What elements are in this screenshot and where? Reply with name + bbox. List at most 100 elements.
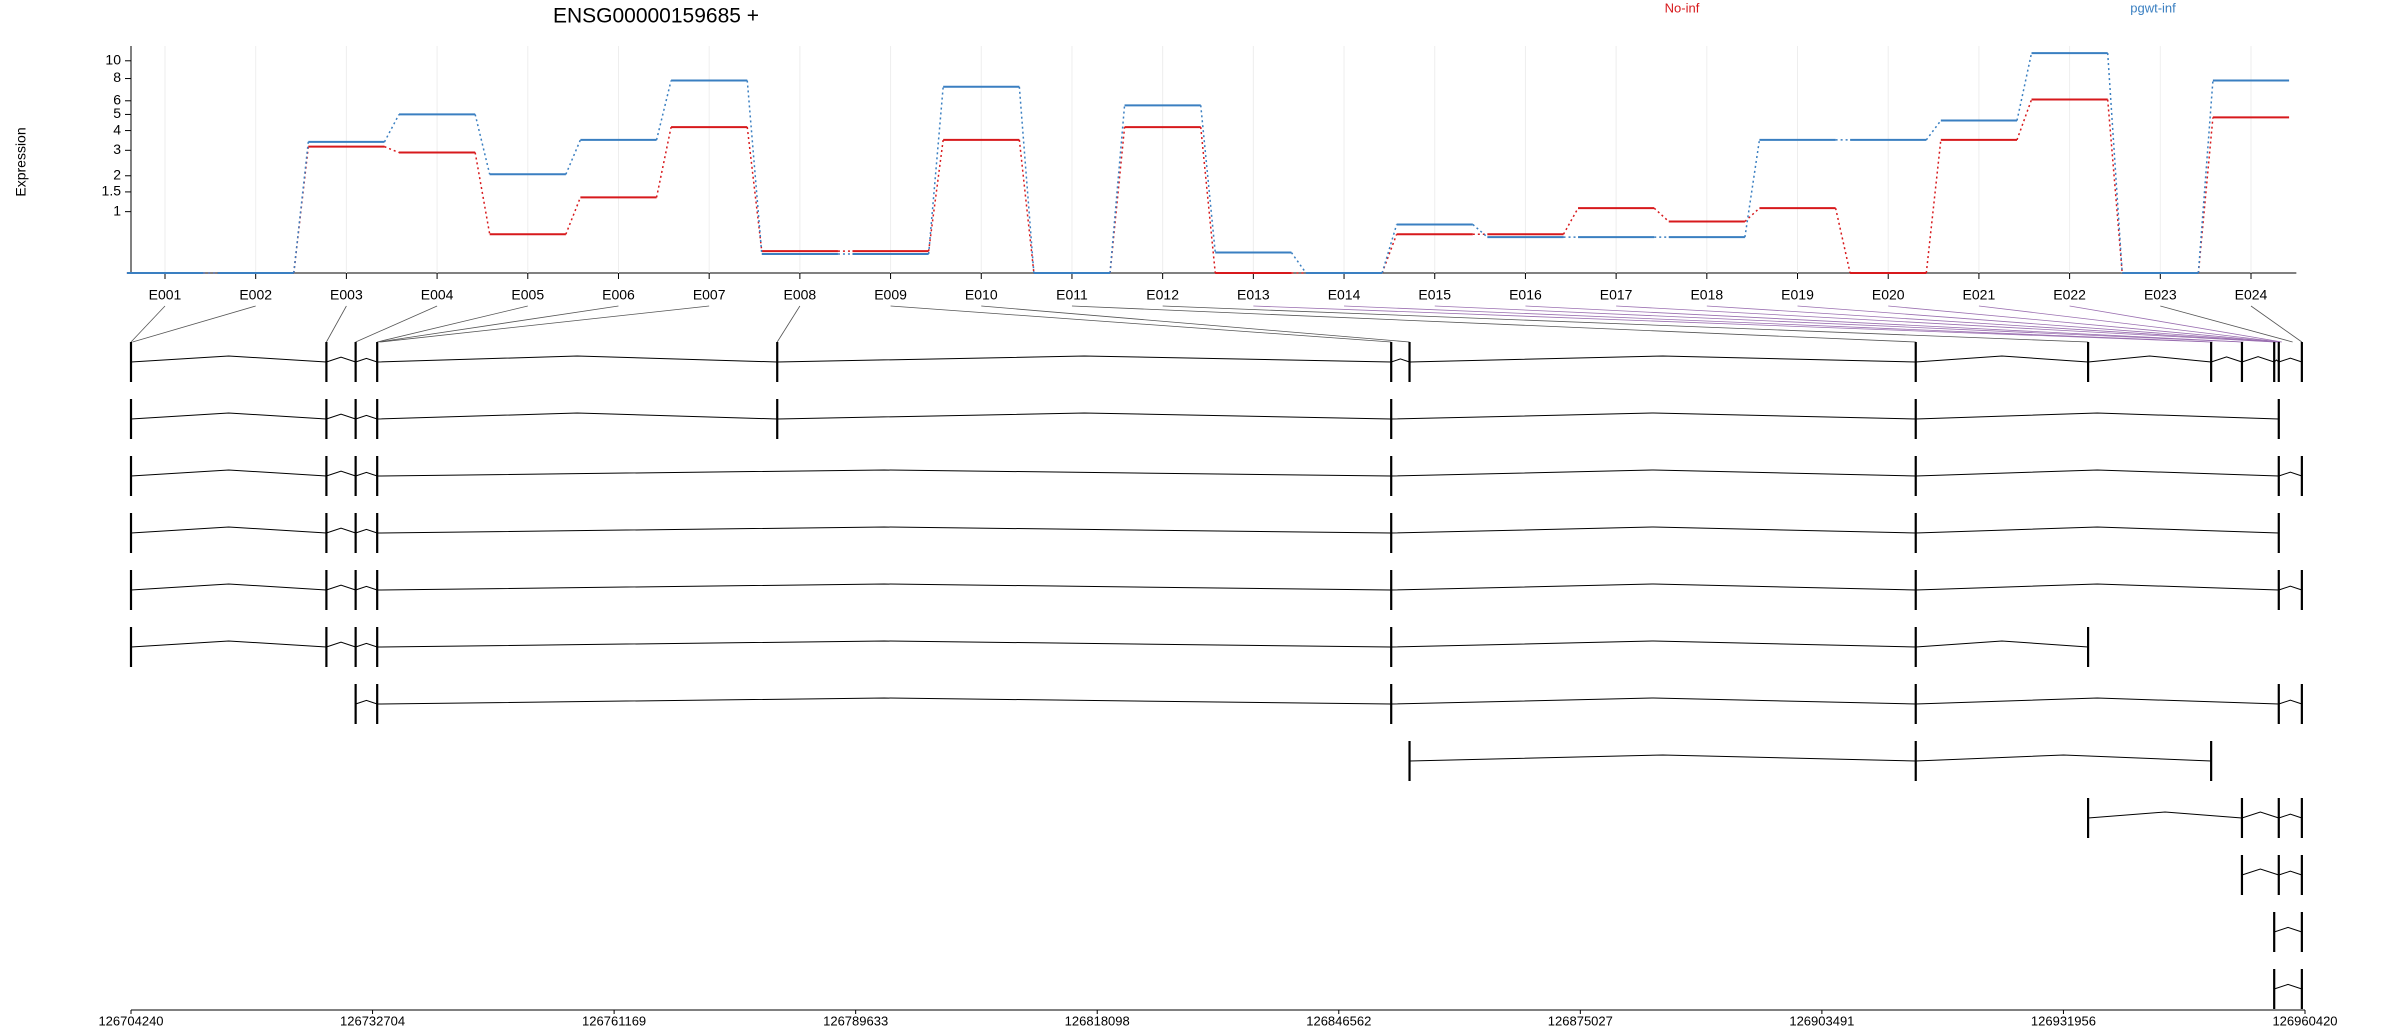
intron [326, 356, 356, 363]
x-tick-label: E019 [1781, 287, 1814, 303]
x-tick-label: E022 [2053, 287, 2086, 303]
series-connector [2016, 52, 2033, 121]
intron [130, 469, 327, 477]
y-tick-label: 1.5 [102, 183, 122, 199]
x-tick-label: E004 [421, 287, 454, 303]
exon-connector [132, 305, 256, 343]
exon-connector [1434, 305, 2242, 343]
series-connector [927, 86, 944, 255]
exon-connector [1978, 305, 2281, 343]
x-tick-label: 126875027 [1548, 1013, 1613, 1028]
intron [130, 583, 327, 591]
intron [355, 642, 378, 648]
series-connector [2106, 53, 2123, 274]
exon-connector [380, 305, 710, 343]
exon-connector [1162, 305, 2089, 343]
intron [1915, 583, 2279, 591]
intron [1391, 358, 1410, 363]
y-tick-label: 1 [113, 202, 121, 218]
exon-connector [2250, 305, 2303, 343]
series-connector [383, 114, 400, 143]
intron [1391, 412, 1916, 420]
series-connector [293, 141, 310, 274]
series-connector [1290, 252, 1307, 274]
series-connector [1018, 139, 1035, 274]
intron [326, 641, 356, 648]
intron [130, 355, 327, 363]
intron [1391, 640, 1916, 648]
x-tick-label: E002 [239, 287, 272, 303]
x-tick-label: 126903491 [1789, 1013, 1854, 1028]
series-connector [746, 127, 763, 252]
intron [2278, 585, 2303, 591]
intron [2088, 811, 2242, 819]
series-connector [1744, 207, 1760, 223]
x-tick-label: E021 [1963, 287, 1996, 303]
series-connector [1925, 139, 1942, 274]
x-tick-label: E011 [1056, 287, 1088, 303]
intron [355, 414, 378, 420]
y-tick-label: 8 [113, 69, 121, 85]
series-connector [1381, 224, 1398, 274]
y-axis-label: Expression [13, 127, 29, 196]
x-tick-label: E015 [1418, 287, 1451, 303]
intron [355, 585, 378, 591]
intron [326, 527, 356, 534]
series-connector [2197, 80, 2214, 274]
intron [2088, 355, 2212, 363]
legend-label: No-inf [1665, 0, 1700, 15]
series-connector [1109, 105, 1126, 274]
y-tick-label: 3 [113, 141, 121, 157]
intron [2278, 471, 2303, 477]
y-tick-label: 10 [105, 51, 121, 67]
x-tick-label: E001 [149, 287, 182, 303]
exon-connector [1706, 305, 2276, 343]
intron [355, 528, 378, 534]
intron [1409, 754, 1916, 762]
x-tick-label: E018 [1690, 287, 1723, 303]
intron [1915, 640, 2089, 648]
intron [377, 412, 778, 420]
exon-connector [1071, 305, 1916, 343]
intron [130, 526, 327, 534]
series-connector [655, 126, 672, 198]
exon-connector [1253, 305, 2212, 343]
x-tick-label: E009 [874, 287, 907, 303]
intron [326, 584, 356, 591]
intron [2274, 926, 2303, 933]
x-tick-label: E014 [1328, 287, 1361, 303]
intron [377, 355, 778, 363]
y-tick-label: 2 [113, 166, 121, 182]
exon-connector [1888, 305, 2279, 343]
series-connector [1834, 208, 1851, 274]
exon-connector [1797, 305, 2278, 343]
intron [1915, 526, 2279, 534]
x-tick-label: 126789633 [823, 1013, 888, 1028]
x-tick-label: 126761169 [582, 1013, 646, 1028]
series-connector [1925, 120, 1942, 141]
x-tick-label: E008 [784, 287, 817, 303]
series-connector [1199, 127, 1217, 274]
x-tick-label: 126931956 [2031, 1013, 2096, 1028]
intron [2274, 983, 2303, 990]
intron [355, 471, 378, 477]
intron [2210, 356, 2243, 363]
x-tick-label: E024 [2235, 287, 2268, 303]
series-connector [1199, 105, 1217, 253]
intron [1409, 355, 1916, 363]
intron [777, 412, 1392, 420]
series-connector [384, 145, 400, 154]
intron [777, 355, 1392, 363]
series-connector [1018, 86, 1035, 274]
intron [355, 357, 378, 363]
series-connector [1562, 207, 1579, 235]
intron [2241, 868, 2279, 876]
intron [355, 699, 378, 705]
intron [1391, 697, 1916, 705]
series-connector [655, 80, 672, 141]
series-connector [2016, 99, 2033, 141]
intron [1391, 469, 1916, 477]
chart-title: ENSG00000159685 + [553, 5, 759, 28]
series-connector [1472, 223, 1488, 238]
